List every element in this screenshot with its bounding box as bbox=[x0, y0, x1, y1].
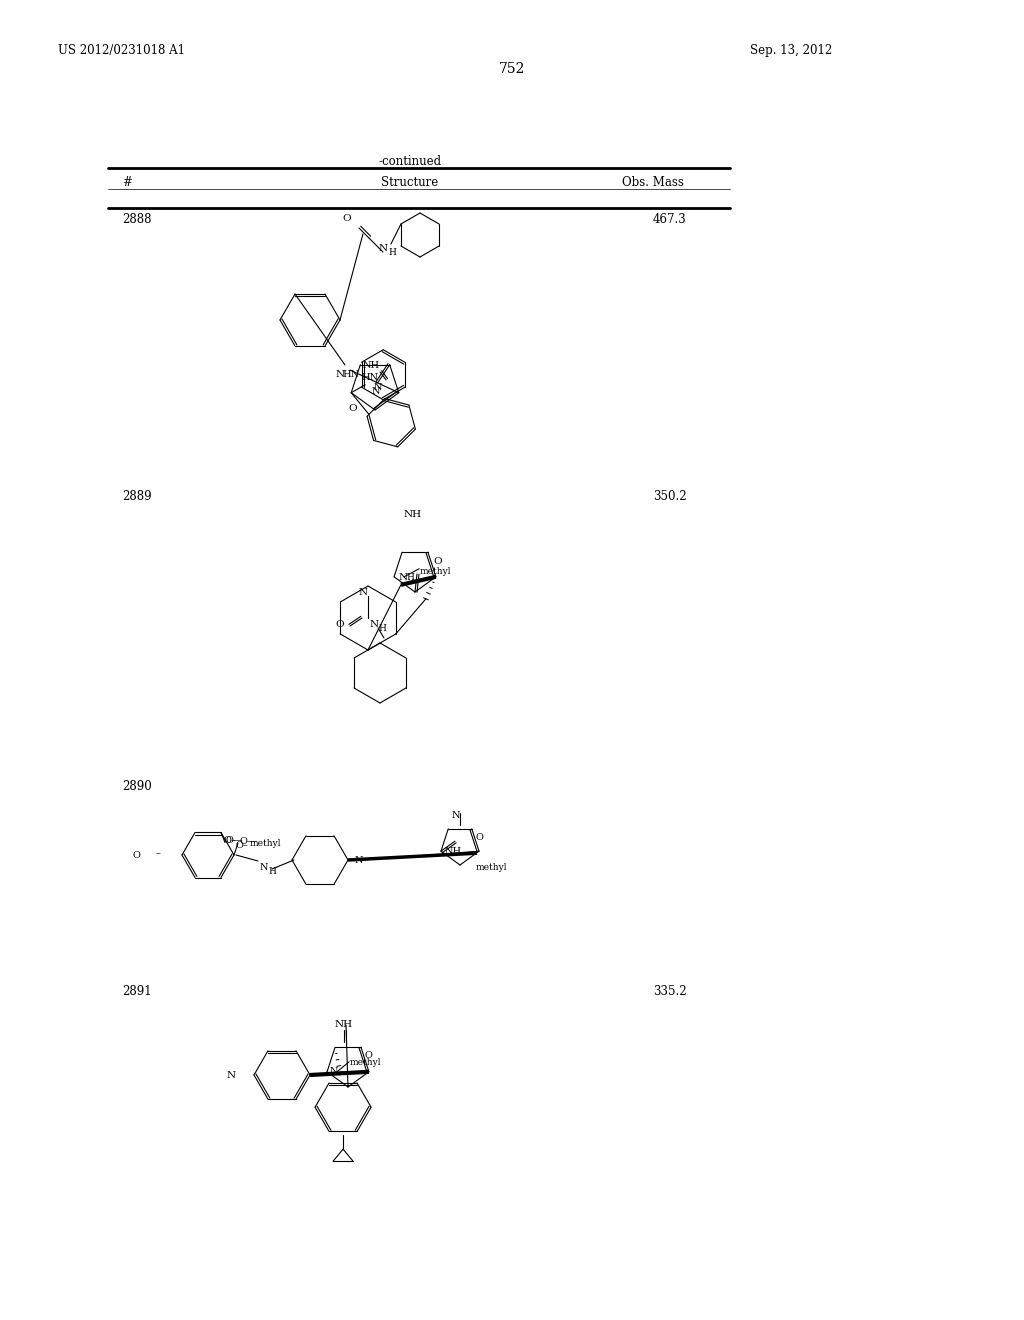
Text: 2888: 2888 bbox=[122, 213, 152, 226]
Text: #: # bbox=[122, 176, 132, 189]
Text: O: O bbox=[476, 833, 483, 842]
Text: O—: O— bbox=[239, 837, 257, 846]
Text: NH: NH bbox=[335, 1020, 353, 1030]
Text: N: N bbox=[358, 587, 368, 597]
Text: N: N bbox=[372, 387, 380, 396]
Text: methyl: methyl bbox=[420, 566, 452, 576]
Text: 2889: 2889 bbox=[122, 490, 152, 503]
Text: 752: 752 bbox=[499, 62, 525, 77]
Text: O: O bbox=[349, 404, 357, 413]
Text: 350.2: 350.2 bbox=[653, 490, 687, 503]
Text: O: O bbox=[365, 1051, 373, 1060]
Text: methyl: methyl bbox=[250, 840, 282, 847]
Text: O: O bbox=[433, 557, 441, 566]
Text: -continued: -continued bbox=[379, 154, 441, 168]
Text: NH: NH bbox=[362, 360, 380, 370]
Text: N: N bbox=[379, 244, 387, 253]
Text: Sep. 13, 2012: Sep. 13, 2012 bbox=[750, 44, 833, 57]
Text: N: N bbox=[227, 1071, 236, 1080]
Text: methyl: methyl bbox=[350, 1057, 382, 1067]
Text: methyl: methyl bbox=[476, 863, 508, 873]
Text: N: N bbox=[452, 810, 460, 820]
Text: 467.3: 467.3 bbox=[653, 213, 687, 226]
Text: H: H bbox=[407, 573, 414, 582]
Text: N: N bbox=[336, 370, 344, 379]
Text: 2890: 2890 bbox=[122, 780, 152, 793]
Text: 335.2: 335.2 bbox=[653, 985, 687, 998]
Text: NH: NH bbox=[445, 847, 462, 857]
Text: –: – bbox=[156, 849, 161, 858]
Text: N: N bbox=[260, 863, 268, 873]
Text: H: H bbox=[378, 624, 386, 634]
Text: H: H bbox=[389, 248, 397, 257]
Text: HN: HN bbox=[343, 370, 359, 379]
Text: 2891: 2891 bbox=[122, 985, 152, 998]
Text: N: N bbox=[370, 620, 379, 630]
Text: Structure: Structure bbox=[381, 176, 438, 189]
Text: NH: NH bbox=[403, 510, 422, 519]
Text: O—: O— bbox=[226, 837, 244, 846]
Text: N: N bbox=[355, 855, 364, 865]
Text: N: N bbox=[330, 1067, 339, 1076]
Text: N: N bbox=[374, 383, 382, 392]
Text: N: N bbox=[398, 573, 408, 582]
Text: O: O bbox=[343, 214, 351, 223]
Text: HN: HN bbox=[361, 372, 379, 381]
Text: O–: O– bbox=[223, 837, 236, 846]
Text: O: O bbox=[132, 851, 140, 861]
Text: O: O bbox=[336, 620, 344, 630]
Text: Obs. Mass: Obs. Mass bbox=[622, 176, 684, 189]
Text: H: H bbox=[268, 867, 275, 876]
Text: US 2012/0231018 A1: US 2012/0231018 A1 bbox=[58, 44, 185, 57]
Text: O–: O– bbox=[236, 841, 249, 850]
